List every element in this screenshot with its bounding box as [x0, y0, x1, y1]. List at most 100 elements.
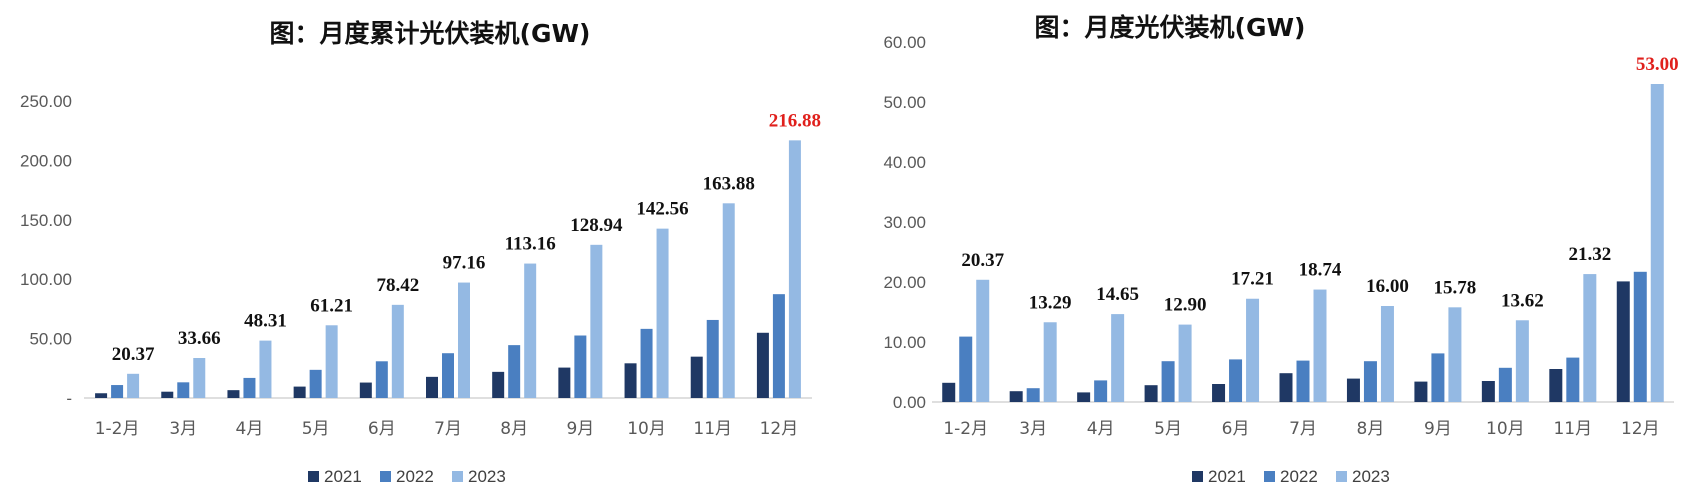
y-tick-label: -	[66, 389, 72, 408]
y-tick-label: 200.00	[20, 151, 72, 170]
data-label: 20.37	[112, 344, 155, 365]
data-label: 21.32	[1568, 244, 1611, 265]
data-label: 53.00	[1636, 54, 1679, 75]
legend-swatch	[380, 471, 391, 482]
bar-2021	[558, 367, 571, 398]
data-label: 14.65	[1096, 284, 1139, 305]
cumulative-installation-chart: 图：月度累计光伏装机(GW) - 50.00 100.00 150.00 200.00 2…	[20, 19, 821, 486]
data-label: 13.29	[1029, 292, 1072, 313]
legend-label: 2023	[1352, 467, 1390, 486]
bar-2022	[574, 335, 587, 398]
bar-2021	[1212, 384, 1226, 402]
category-label: 12月	[760, 419, 799, 439]
category-label: 5月	[302, 419, 330, 439]
y-tick-label: 150.00	[20, 211, 72, 230]
category-label: 4月	[1087, 419, 1115, 439]
bar-2023	[722, 203, 735, 398]
bar-2022	[706, 319, 719, 398]
bar-2021	[756, 332, 769, 398]
legend-item-2021: 2021	[308, 467, 362, 486]
bar-2023	[391, 304, 404, 398]
chart-title: 图：月度累计光伏装机(GW)	[270, 19, 591, 48]
bar-2022	[1094, 380, 1108, 402]
category-label: 7月	[434, 419, 462, 439]
legend-swatch	[1336, 471, 1347, 482]
bar-2023	[656, 228, 669, 398]
bar-2021	[492, 371, 505, 398]
bar-2023	[1650, 84, 1664, 402]
data-label: 78.42	[376, 275, 419, 296]
legend-item-2023: 2023	[452, 467, 506, 486]
bar-2023	[1448, 307, 1462, 402]
data-label: 61.21	[310, 295, 353, 316]
data-label: 17.21	[1231, 269, 1274, 290]
bar-2023	[788, 140, 801, 398]
bar-2021	[1549, 369, 1563, 402]
bar-2023	[127, 373, 140, 398]
y-tick-label: 20.00	[883, 273, 926, 292]
bar-2021	[1009, 391, 1023, 402]
legend-item-2022: 2022	[1264, 467, 1318, 486]
category-label: 6月	[1222, 419, 1250, 439]
bar-2022	[1431, 353, 1445, 402]
bar-2023	[1313, 289, 1327, 402]
bar-2022	[1566, 357, 1580, 402]
category-label: 9月	[566, 419, 594, 439]
bar-2022	[959, 336, 973, 402]
monthly-installation-chart: 图：月度光伏装机(GW) 0.00 10.00 20.00 30.00 40.00 50.…	[883, 13, 1679, 486]
bar-2023	[259, 340, 272, 398]
y-tick-label: 250.00	[20, 92, 72, 111]
bar-2021	[1279, 373, 1293, 402]
bar-2022	[1498, 367, 1512, 402]
y-tick-label: 50.00	[29, 330, 72, 349]
legend-swatch	[1264, 471, 1275, 482]
bar-2021	[1144, 385, 1158, 402]
bar-2022	[1296, 360, 1310, 402]
category-label: 1-2月	[943, 419, 988, 439]
bar-2023	[1178, 324, 1192, 402]
bar-2021	[426, 376, 438, 398]
y-tick-label: 0.00	[893, 393, 926, 412]
bar-2023	[1515, 320, 1529, 402]
bar-2022	[243, 377, 256, 398]
legend-label: 2021	[1208, 467, 1246, 486]
legend-swatch	[1192, 471, 1203, 482]
bar-2023	[1043, 322, 1057, 402]
bar-2022	[1026, 388, 1040, 402]
category-label: 9月	[1424, 419, 1452, 439]
legend-label: 2022	[396, 467, 434, 486]
category-label: 10月	[1486, 419, 1525, 439]
bar-2021	[161, 391, 174, 398]
bar-2023	[590, 244, 603, 398]
bar-2022	[508, 345, 521, 398]
bar-2022	[111, 385, 124, 398]
bar-2022	[309, 369, 322, 398]
bar-2023	[1583, 274, 1597, 402]
legend-item-2023: 2023	[1336, 467, 1390, 486]
category-label: 11月	[693, 419, 732, 439]
data-label: 20.37	[961, 250, 1004, 271]
bar-2022	[1161, 361, 1175, 402]
data-label: 48.31	[244, 311, 287, 332]
y-tick-label: 30.00	[883, 213, 926, 232]
bar-2021	[1616, 281, 1630, 402]
legend-label: 2023	[468, 467, 506, 486]
bar-2022	[640, 328, 653, 398]
bar-2021	[1414, 381, 1428, 402]
bar-2021	[1346, 378, 1360, 402]
bar-2023	[458, 282, 470, 398]
bar-2023	[1111, 314, 1125, 402]
bar-2021	[690, 356, 703, 398]
category-label: 10月	[627, 419, 666, 439]
y-tick-label: 10.00	[883, 333, 926, 352]
bar-2022	[1633, 271, 1647, 402]
y-tick-label: 60.00	[883, 33, 926, 52]
data-label: 113.16	[505, 234, 556, 255]
bar-2022	[1363, 361, 1377, 402]
bar-2022	[772, 294, 785, 398]
bar-2021	[1077, 392, 1091, 402]
y-tick-label: 40.00	[883, 153, 926, 172]
legend-swatch	[452, 471, 463, 482]
bar-2021	[624, 363, 637, 398]
